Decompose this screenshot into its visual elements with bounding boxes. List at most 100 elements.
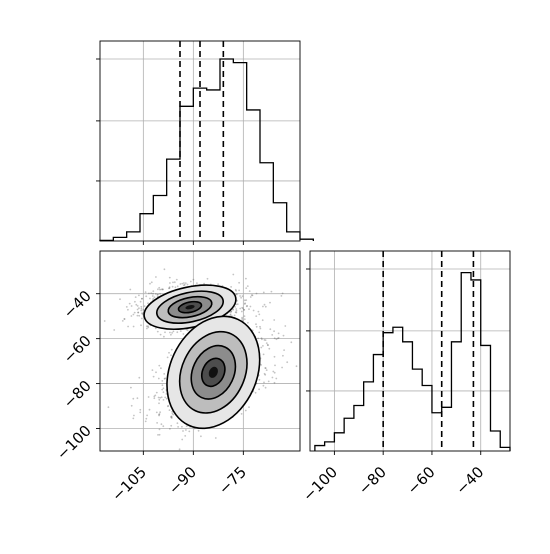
scatter-point: [163, 268, 166, 271]
scatter-point: [264, 305, 267, 308]
scatter-point: [281, 292, 284, 295]
scatter-point: [264, 373, 267, 376]
scatter-point: [185, 425, 188, 427]
contour-line: [177, 300, 203, 314]
scatter-point: [304, 318, 306, 320]
scatter-point: [147, 326, 150, 329]
scatter-point: [182, 284, 185, 287]
scatter-point: [157, 293, 159, 296]
scatter-point: [140, 305, 143, 308]
scatter-point: [150, 281, 153, 284]
scatter-point: [167, 405, 170, 407]
joint-plot-area: [100, 251, 306, 451]
scatter-point: [235, 308, 238, 310]
scatter-point: [132, 313, 135, 316]
scatter-point: [240, 310, 243, 313]
scatter-point: [127, 325, 129, 328]
scatter-point: [241, 306, 244, 309]
scatter-point: [179, 283, 182, 285]
scatter-point: [164, 331, 166, 334]
scatter-point: [243, 309, 246, 311]
scatter-point: [264, 367, 267, 369]
scatter-point: [158, 402, 160, 405]
scatter-point: [263, 303, 266, 306]
scatter-point: [262, 384, 265, 387]
scatter-point: [197, 429, 200, 432]
scatter-point: [235, 311, 238, 314]
scatter-point: [171, 285, 174, 288]
scatter-point: [245, 299, 248, 301]
scatter-point: [148, 292, 150, 295]
scatter-point: [184, 282, 187, 284]
scatter-point: [290, 341, 293, 344]
scatter-point: [235, 309, 238, 312]
scatter-point: [138, 307, 140, 310]
scatter-point: [147, 302, 149, 305]
scatter-point: [262, 305, 264, 308]
scatter-point: [161, 388, 164, 391]
contour-line: [178, 330, 248, 414]
scatter-point: [159, 333, 162, 336]
scatter-point: [107, 406, 110, 409]
scatter-point: [275, 377, 278, 380]
scatter-point: [261, 338, 263, 341]
scatter-point: [203, 282, 206, 285]
scatter-point: [130, 386, 132, 389]
scatter-point: [128, 302, 131, 305]
scatter-point: [258, 313, 261, 316]
scatter-point: [232, 273, 235, 276]
scatter-point: [264, 339, 267, 341]
scatter-point: [152, 292, 154, 295]
scatter-point: [248, 290, 251, 292]
y-tick-label: −60: [60, 332, 95, 367]
scatter-point: [113, 329, 116, 331]
density-level: [185, 304, 195, 310]
x-tick-label: −75: [215, 463, 250, 498]
scatter-point: [250, 294, 253, 296]
scatter-point: [170, 416, 173, 419]
scatter-point: [142, 309, 145, 311]
scatter-point: [258, 388, 260, 391]
scatter-point: [166, 356, 169, 359]
scatter-point: [255, 292, 258, 295]
scatter-point: [251, 294, 254, 297]
scatter-point: [125, 306, 128, 308]
scatter-point: [152, 297, 155, 300]
scatter-point: [130, 404, 133, 407]
scatter-point: [245, 305, 248, 308]
scatter-point: [241, 295, 244, 298]
scatter-point: [186, 329, 189, 332]
scatter-point: [282, 334, 285, 337]
scatter-point: [162, 425, 165, 428]
scatter-point: [144, 420, 147, 423]
scatter-point: [186, 283, 189, 286]
scatter-point: [243, 308, 245, 311]
scatter-point: [192, 278, 195, 281]
scatter-point: [132, 397, 135, 400]
scatter-point: [133, 311, 136, 314]
scatter-point: [267, 344, 269, 347]
scatter-point: [151, 295, 154, 297]
scatter-point: [140, 324, 142, 327]
scatter-point: [168, 287, 170, 290]
scatter-point: [143, 305, 146, 308]
scatter-point: [136, 397, 139, 400]
scatter-point: [265, 342, 268, 344]
scatter-point: [272, 370, 275, 373]
scatter-point: [139, 411, 142, 414]
scatter-point: [229, 314, 232, 317]
histogram-step-line: [314, 271, 511, 451]
scatter-point: [243, 303, 246, 305]
scatter-point: [245, 287, 248, 289]
scatter-point: [155, 371, 157, 374]
scatter-point: [149, 297, 151, 300]
scatter-point: [146, 414, 149, 417]
scatter-point: [132, 325, 135, 328]
scatter-point: [233, 314, 236, 317]
y-tick-label: −100: [53, 422, 95, 464]
panel-frame: [99, 40, 301, 242]
scatter-point: [235, 293, 238, 296]
scatter-point: [263, 339, 266, 341]
scatter-point: [246, 305, 249, 307]
scatter-point: [268, 347, 271, 350]
